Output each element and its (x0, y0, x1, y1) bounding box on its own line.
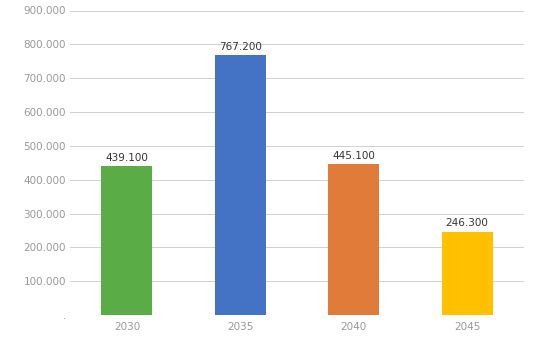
Text: 246.300: 246.300 (446, 218, 489, 228)
Text: 767.200: 767.200 (219, 42, 262, 52)
Bar (102, 167, 152, 315)
Bar (215, 55, 266, 315)
Bar (328, 164, 379, 315)
Bar (442, 232, 492, 315)
Text: 445.100: 445.100 (332, 151, 375, 161)
Text: 439.100: 439.100 (105, 153, 148, 163)
